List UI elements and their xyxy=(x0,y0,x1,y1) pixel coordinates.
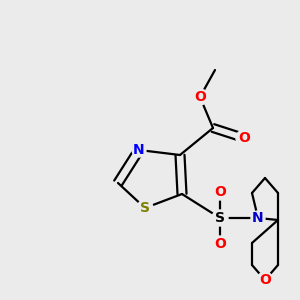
Circle shape xyxy=(192,89,208,105)
Circle shape xyxy=(137,200,153,216)
Text: O: O xyxy=(214,237,226,251)
Text: N: N xyxy=(133,143,145,157)
Circle shape xyxy=(212,210,228,226)
Circle shape xyxy=(212,184,228,200)
Text: O: O xyxy=(194,90,206,104)
Text: N: N xyxy=(252,211,264,225)
Text: O: O xyxy=(214,185,226,199)
Text: S: S xyxy=(140,201,150,215)
Text: O: O xyxy=(238,131,250,145)
Circle shape xyxy=(132,143,146,157)
Circle shape xyxy=(212,236,228,252)
Circle shape xyxy=(236,130,252,146)
Text: O: O xyxy=(259,273,271,287)
Circle shape xyxy=(251,211,265,225)
Circle shape xyxy=(257,272,273,288)
Text: S: S xyxy=(215,211,225,225)
